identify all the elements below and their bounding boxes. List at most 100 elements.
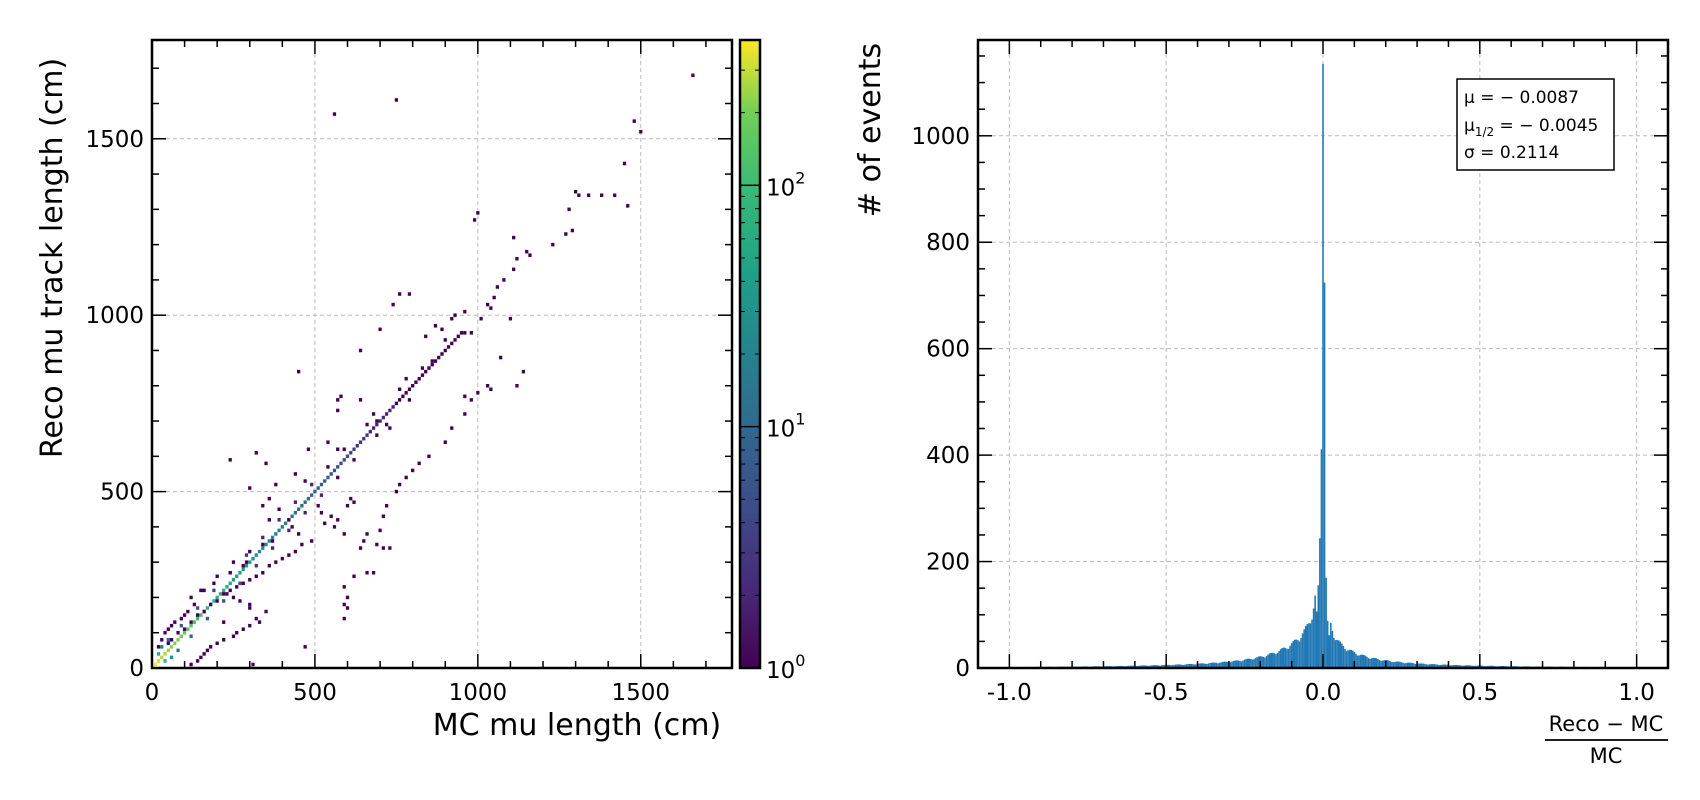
heatmap-cell	[202, 609, 206, 614]
heatmap-cell	[332, 468, 337, 473]
heatmap-cell	[398, 398, 402, 402]
heatmap-cell	[303, 511, 307, 515]
heatmap-cell	[319, 482, 324, 487]
histogram-x-tick-label: 1.0	[1618, 680, 1655, 706]
heatmap-x-tick-label: 0	[145, 680, 160, 706]
histogram-bar	[1325, 577, 1327, 668]
heatmap-cell	[261, 535, 265, 540]
histogram-bar	[1192, 664, 1194, 668]
histogram-bar	[1261, 656, 1263, 668]
histogram-bar	[1466, 665, 1469, 668]
histogram-y-tick-label: 1000	[911, 124, 970, 150]
heatmap-cell	[287, 553, 291, 557]
heatmap-cell	[160, 638, 164, 642]
heatmap-cell	[316, 486, 320, 490]
histogram-bar	[1221, 661, 1224, 668]
heatmap-cell	[264, 542, 268, 547]
histogram-bar	[1293, 639, 1296, 668]
histogram-bar	[1257, 656, 1260, 668]
heatmap-cell	[349, 496, 353, 501]
heatmap-cell	[215, 641, 219, 646]
histogram-bar	[1355, 653, 1357, 668]
heatmap-cell	[189, 662, 193, 667]
heatmap-cell	[365, 532, 369, 536]
heatmap-cell	[401, 394, 405, 399]
heatmap-cell	[450, 426, 454, 430]
heatmap-cell	[381, 514, 385, 519]
histogram-bar	[1188, 663, 1191, 668]
heatmap-cells	[153, 73, 695, 667]
heatmap-cell	[407, 387, 412, 392]
heatmap-cell	[639, 129, 643, 134]
heatmap-cell	[222, 620, 226, 624]
heatmap-cell	[371, 570, 376, 575]
histogram-bar	[1187, 664, 1189, 668]
histogram-bar	[1419, 663, 1422, 668]
histogram-bar	[1342, 646, 1345, 668]
heatmap-cell	[202, 588, 206, 593]
heatmap-cell	[235, 574, 239, 579]
heatmap-cell	[267, 539, 271, 543]
heatmap-cell	[358, 348, 363, 353]
histogram-bar	[1395, 661, 1398, 668]
heatmap-cell	[166, 627, 170, 631]
histogram-bar	[1348, 649, 1351, 668]
histogram-bar	[1243, 659, 1246, 668]
histogram-bar	[1155, 665, 1158, 668]
heatmap-cell	[626, 204, 630, 208]
stat-median-value: = − 0.0045	[1494, 116, 1598, 136]
colorbar-tick-exponent: 2	[795, 168, 805, 187]
histogram-bar	[1347, 650, 1349, 668]
histogram-tick-labels: -1.0 -0.5 0.0 0.5 1.0 0 200 400 600 800 1000	[911, 124, 1654, 706]
histogram-bar	[1235, 660, 1238, 668]
stat-median: μ1/2 = − 0.0045	[1464, 116, 1598, 139]
histogram-bar	[1383, 660, 1385, 668]
heatmap-tick-labels: 0 500 1000 1500 0 500 1000 1500	[85, 127, 670, 706]
histogram-bar	[1388, 660, 1390, 668]
heatmap-cell	[336, 398, 340, 402]
heatmap-cell	[303, 479, 307, 483]
histogram-bar	[1450, 665, 1453, 668]
histogram-bar	[1256, 657, 1258, 668]
histogram-bar	[1182, 664, 1185, 668]
histogram-bar	[1190, 663, 1193, 668]
heatmap-cell	[336, 518, 340, 522]
heatmap-cell	[156, 659, 161, 663]
histogram-bar	[1431, 664, 1434, 668]
heatmap-cell	[254, 553, 258, 557]
heatmap-cell	[261, 546, 265, 550]
heatmap-cell	[570, 228, 574, 233]
heatmap-cell	[345, 454, 350, 459]
histogram-bar	[1389, 661, 1392, 668]
histogram-bar	[1300, 638, 1302, 668]
histogram-bar	[1237, 660, 1240, 668]
heatmap-cell	[355, 443, 359, 448]
heatmap-cell	[525, 249, 529, 254]
heatmap-cell	[169, 638, 174, 642]
heatmap-cell	[189, 623, 193, 628]
heatmap-cell	[231, 595, 236, 600]
histogram-bar	[1289, 645, 1291, 668]
histogram-bar	[1442, 664, 1445, 668]
histogram-bar	[1251, 659, 1254, 668]
histogram-bar	[1276, 653, 1279, 668]
heatmap-cell	[443, 348, 447, 353]
histogram-bar	[1373, 657, 1376, 668]
histogram-bar	[1181, 664, 1183, 668]
histogram-bar	[1455, 664, 1458, 668]
histogram-bar	[1160, 665, 1163, 668]
histogram-bar	[1464, 665, 1467, 668]
histogram-bar	[1253, 659, 1255, 668]
histogram-bar	[1275, 654, 1277, 668]
heatmap-y-tick-label: 0	[129, 656, 144, 682]
heatmap-cell	[362, 436, 366, 441]
histogram-bar	[1152, 665, 1155, 668]
histogram-bar	[1435, 664, 1437, 668]
histogram-bar	[1171, 665, 1174, 668]
heatmap-cell	[248, 578, 252, 582]
histogram-bar	[1381, 660, 1384, 668]
heatmap-cell	[267, 563, 271, 568]
heatmap-cell	[244, 553, 249, 557]
heatmap-cell	[336, 408, 340, 413]
histogram-bar	[1224, 661, 1227, 668]
